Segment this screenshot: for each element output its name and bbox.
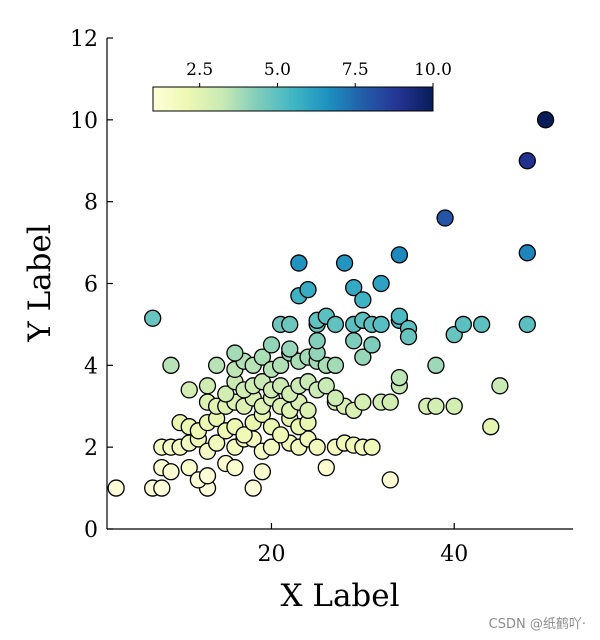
scatter-point xyxy=(335,254,354,272)
y-axis-label: Y Label xyxy=(22,224,58,343)
scatter-point xyxy=(198,377,217,395)
scatter-point xyxy=(354,291,372,309)
scatter-point xyxy=(207,356,226,374)
y-tick-label: 6 xyxy=(84,273,98,298)
ticks: 20 40 0 2 4 6 8 10 12 xyxy=(70,27,468,567)
scatter-point xyxy=(427,356,445,374)
scatter-point xyxy=(436,209,454,227)
y-tick-label: 12 xyxy=(70,27,98,52)
scatter-point xyxy=(482,418,500,436)
scatter-point xyxy=(198,467,217,485)
colorbar-ticks: 2.5 5.0 7.5 10.0 xyxy=(186,60,452,87)
scatter-point xyxy=(345,278,363,297)
colorbar-tick-label: 5.0 xyxy=(264,60,291,80)
scatter-point xyxy=(271,356,290,374)
scatter-point xyxy=(281,315,299,334)
axes xyxy=(106,38,573,530)
scatter-point xyxy=(454,315,473,334)
scatter-point xyxy=(153,479,171,497)
scatter-point xyxy=(299,280,317,299)
scatter-point xyxy=(180,458,198,477)
scatter-point xyxy=(299,401,317,419)
watermark: CSDN @纸鹤吖· xyxy=(488,617,586,632)
scatter-point xyxy=(518,244,536,262)
scatter-point xyxy=(326,315,345,334)
y-tick-label: 8 xyxy=(84,191,98,216)
scatter-point xyxy=(345,332,363,350)
y-tick-label: 0 xyxy=(84,518,98,543)
colorbar-tick-label: 10.0 xyxy=(414,60,452,80)
scatter-point xyxy=(107,479,125,497)
scatter-point xyxy=(445,397,463,415)
scatter-point xyxy=(326,356,345,374)
scatter-points xyxy=(107,111,555,497)
y-tick-label: 10 xyxy=(70,109,98,134)
scatter-point xyxy=(363,336,381,354)
scatter-point xyxy=(262,336,281,354)
colorbar: 2.5 5.0 7.5 10.0 xyxy=(152,60,452,112)
scatter-point xyxy=(217,385,235,403)
scatter-point xyxy=(253,348,271,366)
scatter-point xyxy=(207,434,226,452)
scatter-point xyxy=(162,463,180,481)
scatter-point xyxy=(372,274,390,293)
x-tick-label: 40 xyxy=(440,542,468,567)
scatter-point xyxy=(253,463,271,481)
scatter-point xyxy=(381,393,399,411)
scatter-point xyxy=(317,377,335,395)
scatter-point xyxy=(518,152,536,170)
scatter-point xyxy=(144,309,162,327)
scatter-point xyxy=(518,315,536,334)
scatter-point xyxy=(372,315,390,334)
scatter-point xyxy=(317,458,335,477)
scatter-point xyxy=(235,426,253,444)
colorbar-tick-label: 7.5 xyxy=(342,60,369,80)
x-tick-label: 20 xyxy=(257,542,285,567)
scatter-point xyxy=(226,458,244,477)
y-tick-label: 2 xyxy=(84,436,98,461)
scatter-point xyxy=(244,479,262,497)
y-tick-label: 4 xyxy=(84,354,98,379)
scatter-point xyxy=(180,381,198,399)
scatter-point xyxy=(472,315,491,334)
scatter-point xyxy=(326,389,345,407)
scatter-point xyxy=(363,438,381,456)
x-axis-label: X Label xyxy=(280,578,399,614)
scatter-point xyxy=(390,246,409,264)
scatter-point xyxy=(427,397,445,415)
scatter-point xyxy=(162,356,180,374)
scatter-point xyxy=(281,340,299,358)
colorbar-gradient xyxy=(152,86,434,112)
scatter-point xyxy=(390,307,409,325)
scatter-point xyxy=(308,438,326,456)
scatter-point xyxy=(354,348,372,366)
scatter-point xyxy=(226,344,244,362)
colorbar-tick-label: 2.5 xyxy=(186,60,213,80)
scatter-point xyxy=(536,111,555,129)
scatter-point xyxy=(399,328,418,346)
scatter-point xyxy=(308,332,326,350)
scatter-point xyxy=(262,438,281,456)
scatter-point xyxy=(390,368,409,387)
scatter-point xyxy=(491,377,509,395)
scatter-point xyxy=(381,471,399,489)
scatter-point xyxy=(354,393,372,411)
scatter-point xyxy=(290,254,308,272)
scatter-point xyxy=(271,426,290,444)
